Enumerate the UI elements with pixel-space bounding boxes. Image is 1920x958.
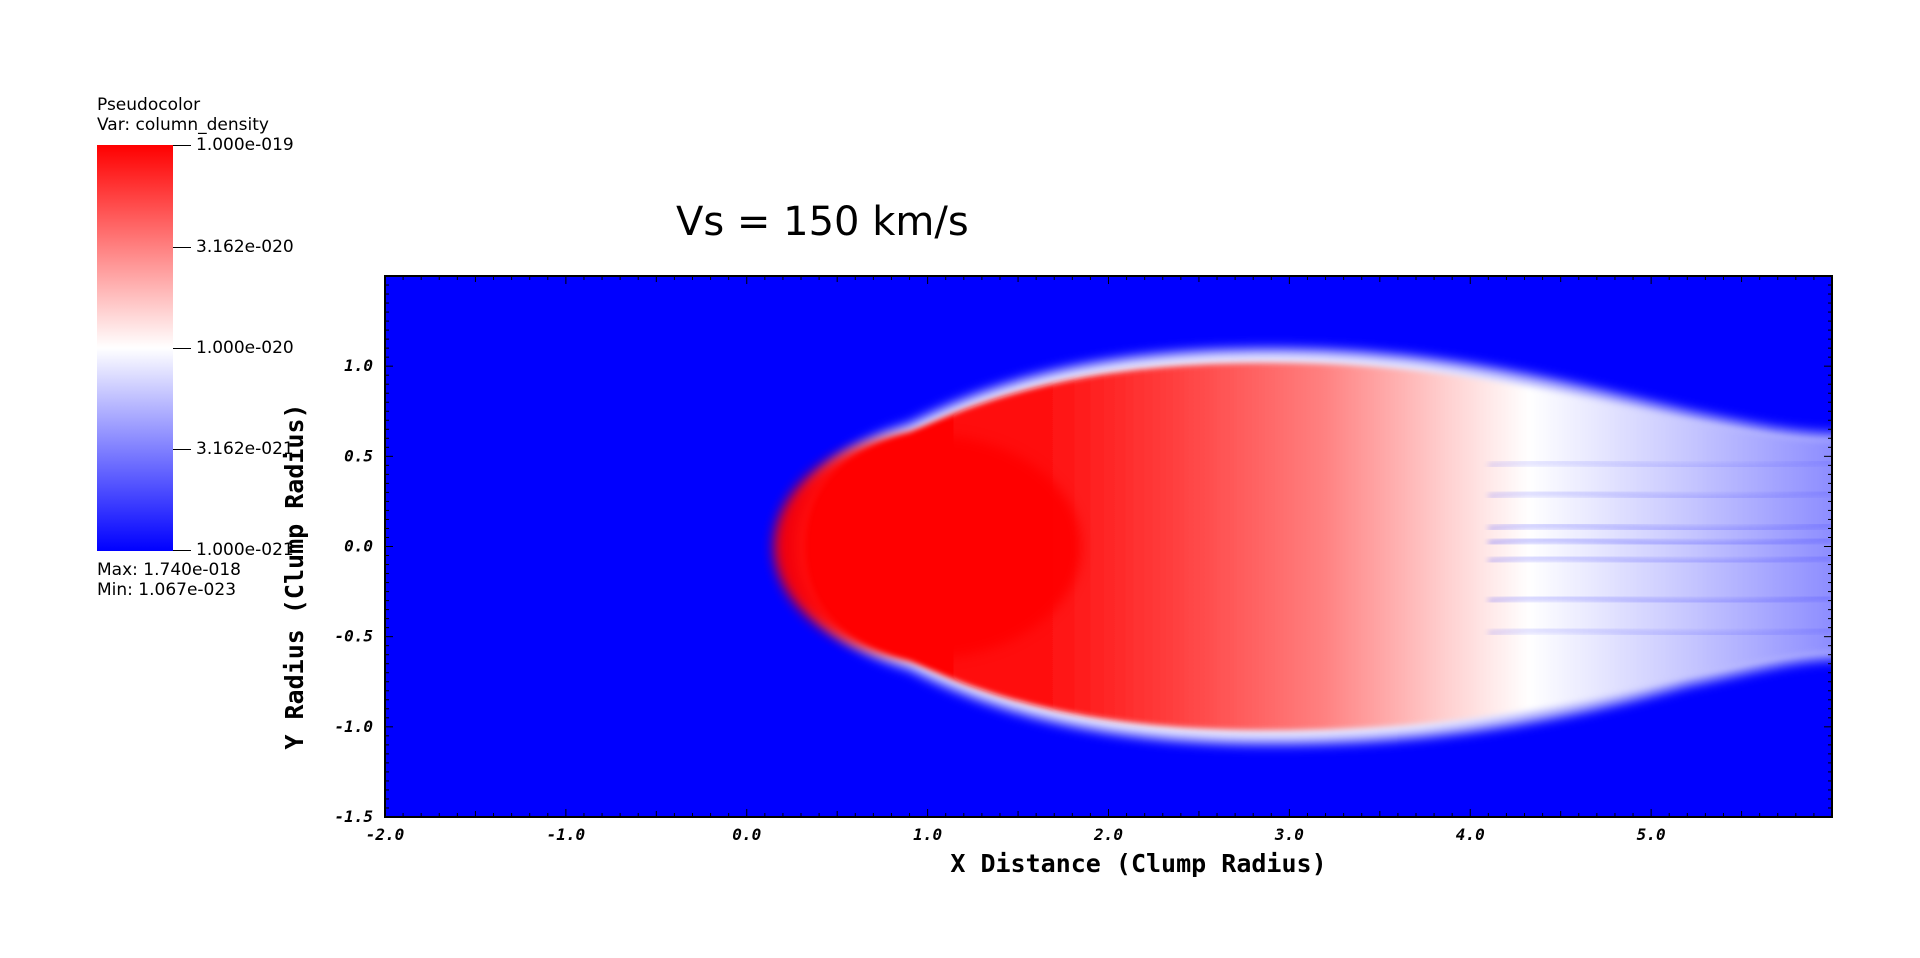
x-tick-label: -1.0: [547, 825, 586, 844]
x-tick-label: 5.0: [1637, 825, 1666, 844]
tail-filament: [1488, 459, 1832, 469]
colorbar-label: 1.000e-020: [196, 338, 294, 358]
legend-variable: Var: column_density: [97, 115, 269, 135]
y-tick-label: 0.0: [344, 537, 373, 556]
y-tick-label: 1.0: [344, 356, 373, 375]
x-axis-label: X Distance (Clump Radius): [950, 849, 1326, 878]
colorbar-tick: [173, 449, 191, 450]
colorbar-tick: [173, 550, 191, 551]
colorbar-label: 3.162e-020: [196, 237, 294, 257]
legend-min-value: Min: 1.067e-023: [97, 580, 237, 600]
plot-title: Vs = 150 km/s: [676, 199, 969, 245]
legend-plot-type: Pseudocolor: [97, 95, 201, 115]
y-tick-label: -1.5: [334, 807, 373, 826]
tail-filament: [1488, 594, 1832, 605]
colorbar-label-min: 1.000e-021: [196, 540, 294, 560]
x-tick-label: -2.0: [366, 825, 405, 844]
tail-filament: [1488, 554, 1832, 565]
x-tick-label: 1.0: [913, 825, 942, 844]
y-tick-label: -0.5: [334, 627, 373, 646]
x-axis-ticks: -2.0 -1.0 0.0 1.0 2.0 3.0 4.0 5.0: [366, 276, 1833, 844]
tail-filament: [1488, 522, 1832, 533]
colorbar-tick: [173, 348, 191, 349]
x-tick-label: 0.0: [732, 825, 761, 844]
tail-filament: [1488, 489, 1832, 500]
clump-body: [805, 362, 1832, 731]
tail-filament: [1488, 626, 1832, 637]
x-tick-label: 2.0: [1093, 825, 1123, 844]
x-tick-label: 3.0: [1274, 825, 1304, 844]
colorbar-label-max: 1.000e-019: [196, 135, 294, 155]
y-axis-ticks: -1.5 -1.0 -0.5 0.0 0.5 1.0: [334, 275, 1832, 826]
heatmap-field: [385, 276, 1832, 817]
clump-core: [773, 434, 1082, 659]
colorbar: [97, 145, 173, 551]
colorbar-tick: [173, 145, 191, 146]
colorbar-tick: [173, 247, 191, 248]
legend-max-value: Max: 1.740e-018: [97, 560, 241, 580]
x-tick-label: 4.0: [1456, 825, 1485, 844]
colorbar-label: 3.162e-021: [196, 439, 294, 459]
y-tick-label: 0.5: [344, 446, 373, 465]
y-axis-label: Y Radius (Clump Radius): [280, 403, 309, 749]
y-tick-label: -1.0: [334, 717, 373, 736]
